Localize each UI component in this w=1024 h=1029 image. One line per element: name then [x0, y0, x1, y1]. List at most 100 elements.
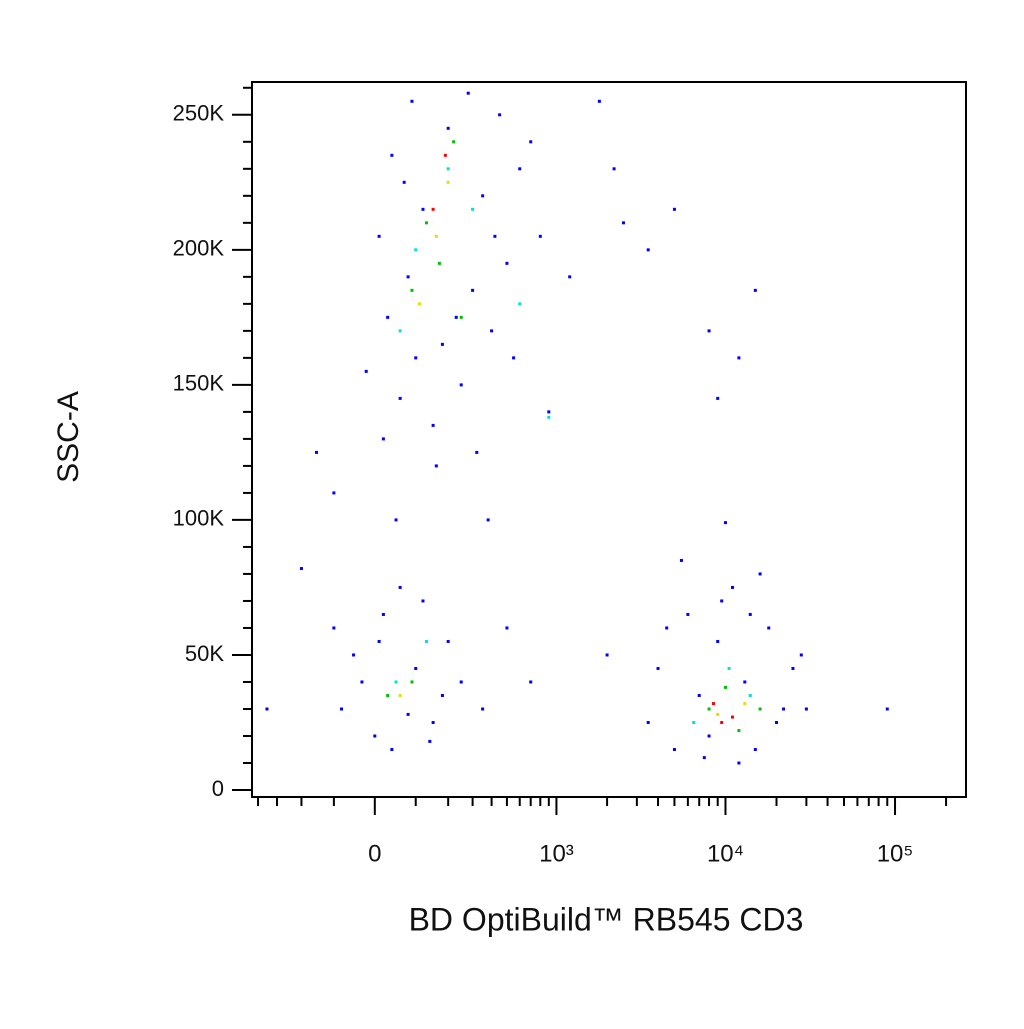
x-axis-label: BD OptiBuild™ RB545 CD3: [409, 901, 804, 937]
data-point: [434, 234, 438, 238]
data-point: [621, 221, 625, 225]
data-point: [716, 396, 720, 400]
data-point: [748, 693, 752, 697]
data-point: [381, 612, 385, 616]
y-tick-label: 150K: [173, 371, 225, 396]
data-point: [398, 693, 402, 697]
data-point: [486, 518, 490, 522]
data-point: [437, 261, 441, 265]
data-point: [431, 207, 435, 211]
data-point: [381, 437, 385, 441]
data-point: [743, 680, 747, 684]
data-point: [605, 653, 609, 657]
data-point: [424, 221, 428, 225]
data-point: [481, 194, 485, 198]
data-point: [505, 626, 509, 630]
data-point: [646, 720, 650, 724]
y-tick-label: 50K: [185, 641, 224, 666]
data-point: [697, 693, 701, 697]
x-tick-label: 10³: [539, 840, 574, 867]
data-point: [758, 572, 762, 576]
data-point: [402, 180, 406, 184]
data-point: [373, 734, 377, 738]
data-point: [481, 707, 485, 711]
y-tick-label: 0: [212, 776, 224, 801]
data-point: [727, 666, 731, 670]
data-point: [737, 729, 741, 733]
data-point: [490, 329, 494, 333]
data-point: [518, 167, 522, 171]
y-tick-label: 200K: [173, 236, 225, 261]
data-point: [547, 415, 551, 419]
data-point: [505, 261, 509, 265]
data-point: [799, 653, 803, 657]
data-point: [446, 126, 450, 130]
data-point: [529, 680, 533, 684]
data-point: [672, 207, 676, 211]
plot-frame: [251, 81, 967, 798]
data-point: [707, 329, 711, 333]
data-point: [804, 707, 808, 711]
data-point: [538, 234, 542, 238]
data-point: [431, 423, 435, 427]
data-point: [459, 315, 463, 319]
data-point: [332, 626, 336, 630]
data-point: [712, 702, 716, 706]
data-point: [723, 521, 727, 525]
data-point: [791, 666, 795, 670]
data-point: [390, 748, 394, 752]
data-point: [421, 599, 425, 603]
data-point: [679, 558, 683, 562]
data-point: [377, 234, 381, 238]
data-point: [692, 720, 696, 724]
x-tick-label: 0: [368, 840, 381, 867]
data-point: [753, 748, 757, 752]
data-point: [471, 207, 475, 211]
data-point: [885, 707, 889, 711]
data-point: [597, 99, 601, 103]
data-point: [686, 612, 690, 616]
data-point: [748, 612, 752, 616]
data-point: [753, 288, 757, 292]
data-point: [665, 626, 669, 630]
data-point: [730, 715, 734, 719]
y-axis-label: SSC-A: [52, 391, 85, 483]
data-point: [471, 288, 475, 292]
data-point: [656, 666, 660, 670]
data-point: [512, 356, 516, 360]
data-point: [743, 702, 747, 706]
y-tick-label: 100K: [173, 506, 225, 531]
data-point: [417, 302, 421, 306]
data-point: [428, 739, 432, 743]
data-point: [352, 653, 356, 657]
data-point: [434, 464, 438, 468]
data-point: [758, 707, 762, 711]
data-point: [612, 167, 616, 171]
data-point: [410, 288, 414, 292]
data-point: [529, 140, 533, 144]
data-point: [340, 707, 344, 711]
data-point: [716, 712, 720, 716]
data-point: [737, 761, 741, 765]
data-point: [440, 693, 444, 697]
data-point: [720, 720, 724, 724]
data-point: [775, 720, 779, 724]
data-point: [782, 707, 786, 711]
data-point: [398, 396, 402, 400]
data-point: [716, 639, 720, 643]
data-point: [431, 720, 435, 724]
x-tick-label: 10⁴: [707, 840, 744, 867]
data-point: [475, 450, 479, 454]
data-point: [498, 113, 502, 117]
data-point: [547, 410, 551, 414]
data-point: [414, 248, 418, 252]
data-point: [493, 234, 497, 238]
data-point: [737, 356, 741, 360]
data-point: [394, 680, 398, 684]
data-point: [702, 756, 706, 760]
data-point: [265, 707, 269, 711]
data-point: [414, 356, 418, 360]
data-point: [707, 707, 711, 711]
data-point: [421, 207, 425, 211]
